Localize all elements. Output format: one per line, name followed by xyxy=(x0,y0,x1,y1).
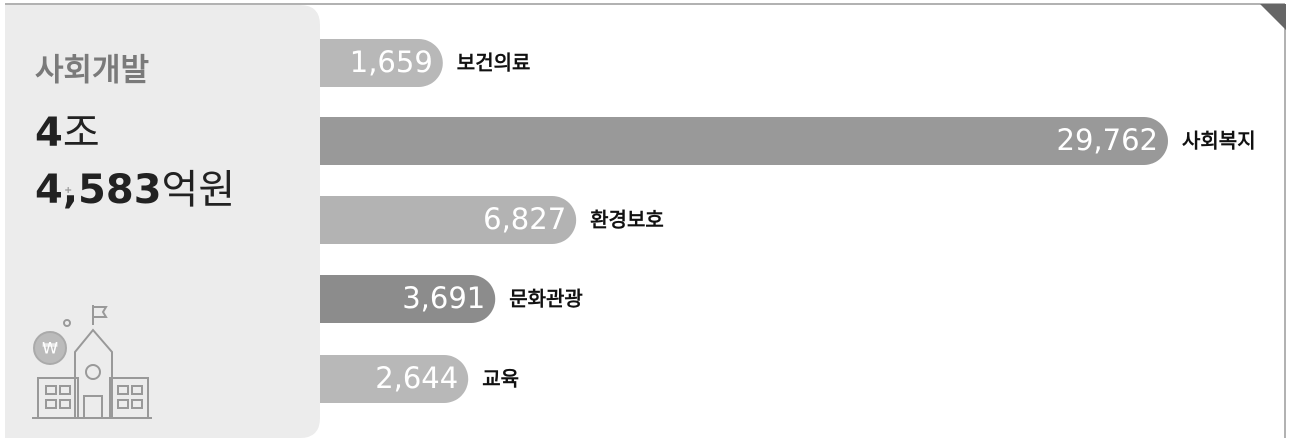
panel-title: 사회개발 xyxy=(35,53,149,89)
category-label: 보건의료 xyxy=(457,51,531,75)
bar xyxy=(300,39,443,87)
value-label: 6,827 xyxy=(483,202,566,236)
total-trillion: 4 xyxy=(35,110,63,156)
value-label: 1,659 xyxy=(350,45,433,79)
svg-text:₩: ₩ xyxy=(42,339,58,358)
value-label: 2,644 xyxy=(375,361,458,395)
category-label: 환경보호 xyxy=(590,208,664,232)
category-label: 사회복지 xyxy=(1182,129,1256,153)
total-trillion-unit: 조 xyxy=(63,110,100,156)
bars xyxy=(300,39,1168,403)
total-unit: 억원 xyxy=(162,167,236,213)
bar xyxy=(300,355,469,403)
bar xyxy=(300,275,496,323)
total-line-1: 4조 xyxy=(35,110,100,156)
total-line-2: 4,583억원 xyxy=(35,167,235,213)
value-label: 3,691 xyxy=(402,281,485,315)
total-amount: 4,583 xyxy=(35,167,162,213)
category-label: 교육 xyxy=(482,367,519,391)
category-label: 문화관광 xyxy=(509,287,583,311)
bar xyxy=(300,117,1168,165)
bar xyxy=(300,196,577,244)
value-label: 29,762 xyxy=(1057,123,1158,157)
summary-panel xyxy=(5,5,320,438)
school-icon: ₩ xyxy=(32,187,152,419)
corner-mark xyxy=(1260,4,1286,30)
